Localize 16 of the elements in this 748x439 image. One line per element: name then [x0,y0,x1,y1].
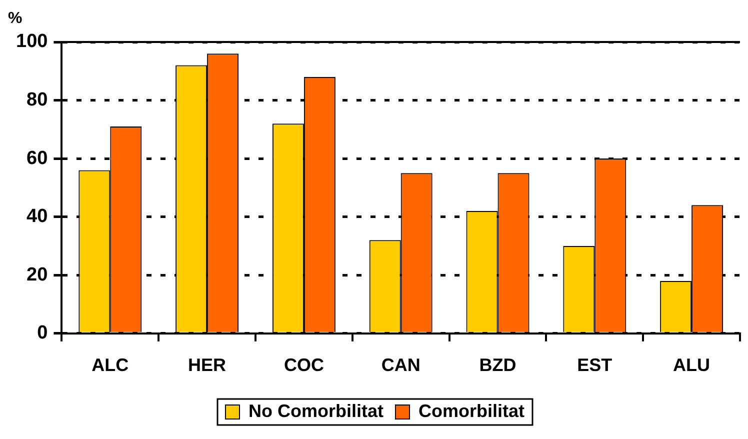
legend-label: No Comorbilitat [248,400,384,421]
x-tick-label: ALC [92,355,129,376]
x-tick-label: CAN [381,355,420,376]
x-tick-label: EST [577,355,612,376]
y-axis-title: % [8,10,22,28]
x-tick-label: HER [188,355,226,376]
y-tick-label: 20 [26,264,48,286]
legend-label: Comorbilitat [418,400,524,421]
x-tick-label: ALU [673,355,710,376]
x-tick-label: BZD [479,355,516,376]
x-tick-label: COC [284,355,324,376]
y-tick-label: 0 [37,322,48,344]
y-tick-label: 60 [26,148,48,169]
y-tick-label: 40 [26,206,48,228]
y-tick-label: 100 [16,31,48,52]
y-tick-label: 80 [26,90,48,111]
